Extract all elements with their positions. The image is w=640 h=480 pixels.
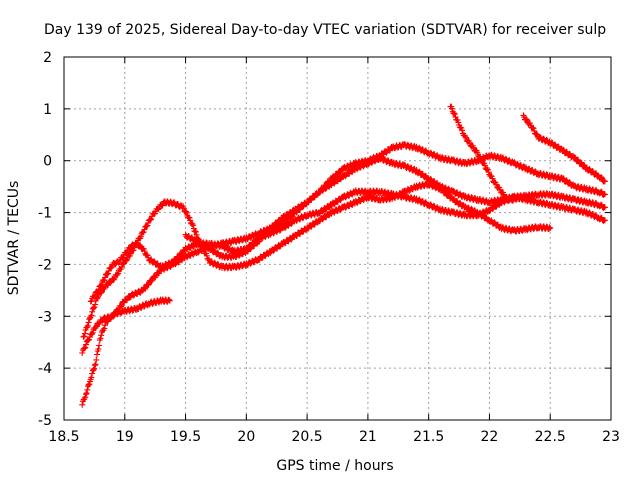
- data-point-markers: [447, 103, 523, 204]
- y-tick-label: -1: [38, 206, 52, 222]
- series-track-5: [182, 141, 608, 261]
- x-tick-label: 19: [116, 429, 134, 445]
- y-tick-label: -4: [38, 361, 52, 377]
- data-point-markers: [182, 141, 608, 261]
- x-tick-label: 22.5: [535, 429, 566, 445]
- data-point-markers: [520, 112, 608, 185]
- axis-ticks: 18.5 19 19.5 20 20.5 21 21.5 22 22.5 23-5-4-3-2-1…: [38, 50, 620, 445]
- chart-title: Day 139 of 2025, Sidereal Day-to-day VTE…: [44, 22, 606, 38]
- x-axis-label: GPS time / hours: [276, 458, 393, 474]
- x-tick-label: 21: [359, 429, 377, 445]
- series-track-7: [520, 112, 608, 185]
- data-point-markers: [79, 154, 608, 356]
- y-tick-label: 2: [43, 50, 52, 66]
- data-point-markers: [79, 296, 173, 408]
- series-track-6: [447, 103, 523, 204]
- data-markers: [79, 103, 608, 408]
- x-tick-label: 20: [237, 429, 255, 445]
- y-tick-label: -2: [38, 257, 52, 273]
- y-tick-label: 1: [43, 102, 52, 118]
- x-tick-label: 19.5: [170, 429, 201, 445]
- grid-lines: [64, 57, 611, 420]
- y-tick-label: 0: [43, 154, 52, 170]
- x-tick-label: 20.5: [292, 429, 323, 445]
- y-tick-label: -5: [38, 413, 52, 429]
- x-tick-label: 21.5: [413, 429, 444, 445]
- series-track-1: [79, 296, 173, 408]
- x-tick-label: 23: [602, 429, 620, 445]
- series-track-2: [79, 154, 608, 356]
- y-axis-label: SDTVAR / TECUs: [6, 181, 22, 296]
- x-tick-label: 18.5: [48, 429, 79, 445]
- x-tick-label: 22: [481, 429, 499, 445]
- y-tick-label: -3: [38, 309, 52, 325]
- plot-frame: [63, 56, 612, 421]
